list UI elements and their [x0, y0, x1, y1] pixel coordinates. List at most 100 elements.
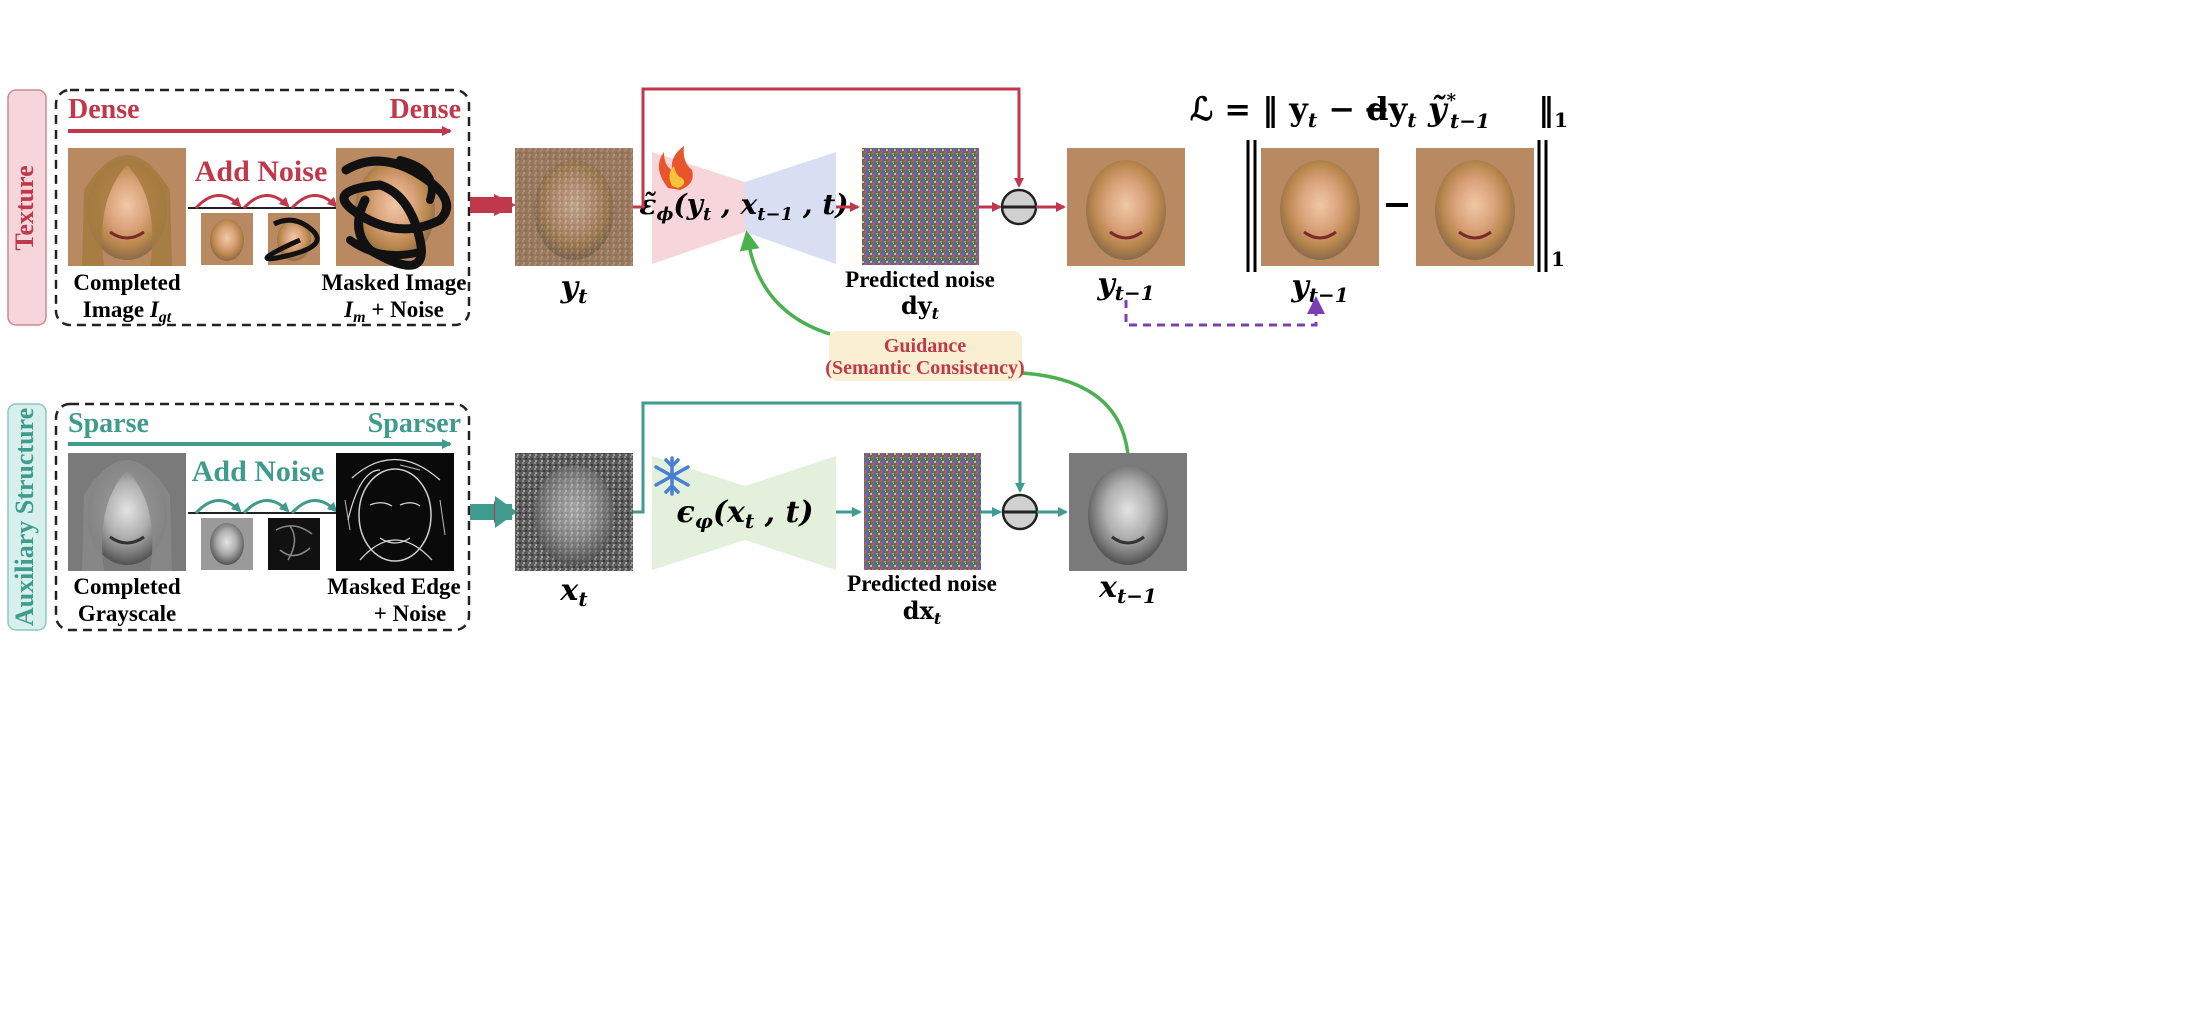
loss-minus-d-sub: t: [1407, 108, 1417, 132]
texture-masked-symbol: I: [343, 297, 354, 322]
structure-noise-arc-3: [290, 499, 338, 515]
texture-noise-arc-1: [194, 194, 242, 210]
structure-completed-label-2: Grayscale: [78, 601, 176, 626]
structure-network-sub: φ: [695, 509, 713, 533]
texture-row: Texture Dense Dense Completed Image Igt …: [7, 87, 1185, 327]
texture-noise-arc-3: [290, 194, 338, 210]
texture-masked-sub: m: [353, 309, 365, 326]
structure-predicted-noise-image: [864, 453, 981, 570]
texture-network-args-sub2: t−1: [757, 204, 793, 225]
guidance-line-2: (Semantic Consistency): [825, 357, 1024, 379]
texture-output-image: [1067, 148, 1185, 266]
loss-tilde: ỹ: [1427, 90, 1449, 128]
texture-predicted-noise-image: [862, 148, 979, 265]
structure-row: Auxiliary Structure Sparse Sparser Compl…: [7, 401, 1187, 632]
texture-pred-symbol: dy: [901, 291, 933, 320]
loss-lhs-sub: t: [1308, 108, 1318, 132]
texture-network-sub: ϕ: [656, 204, 673, 225]
structure-pred-symbol: dx: [903, 596, 935, 625]
structure-network-label: ϵφ(xt , t): [676, 495, 813, 533]
texture-small-image-1: [201, 213, 253, 265]
structure-masked-label-2: + Noise: [374, 601, 447, 626]
loss-equation: ℒ = ‖ yt − dyt: [1190, 90, 1417, 132]
structure-masked-label-1: Masked Edge: [327, 574, 461, 599]
structure-small-image-2: [268, 518, 320, 570]
texture-completed-text: Image: [83, 297, 150, 322]
structure-xt-label: xt: [559, 573, 588, 611]
texture-pred-label: Predicted noise: [845, 267, 995, 292]
structure-completed-image: [68, 453, 186, 571]
guidance-arrow: [748, 240, 1130, 456]
loss-panel-sub: t−1: [1309, 283, 1349, 307]
structure-small-image-1: [201, 518, 253, 570]
texture-yt-image: [515, 148, 633, 266]
texture-completed-sub: gt: [158, 309, 172, 326]
snowflake-icon: [654, 456, 690, 496]
structure-input-arrowhead: [495, 496, 517, 528]
texture-completed-symbol: I: [149, 297, 160, 322]
loss-panel-label: yt−1: [1290, 269, 1348, 307]
texture-output-label: yt−1: [1096, 267, 1154, 305]
loss-tilde-sup: *: [1447, 90, 1457, 111]
loss-tilde-term: ỹ* t−1: [1427, 90, 1490, 133]
loss-formula: ℒ = ‖ yt − dyt − ỹ* t−1 ‖1 1 yt−1: [1124, 90, 1568, 327]
texture-network-mid: , x: [711, 188, 757, 221]
texture-yt-symbol: y: [560, 270, 581, 305]
texture-masked-label-2: Im + Noise: [343, 297, 444, 326]
loss-tilde-sub: t−1: [1450, 109, 1490, 133]
texture-density-end: Dense: [389, 94, 461, 125]
texture-masked-label-1: Masked Image: [321, 270, 466, 295]
texture-network-args: (y: [673, 188, 704, 221]
guidance-box: [829, 331, 1022, 381]
texture-row-label: Texture: [10, 165, 39, 250]
structure-subtract-icon: [1001, 493, 1039, 531]
loss-close-sub: 1: [1554, 108, 1568, 132]
structure-xt-symbol: x: [559, 573, 579, 608]
structure-output-image: [1069, 453, 1187, 571]
texture-completed-image: [68, 148, 186, 266]
structure-skip-connection: [633, 401, 1025, 514]
texture-pred-symbol-text: dyt: [901, 291, 940, 323]
structure-network-args-sub: t: [745, 509, 755, 533]
texture-subtract-icon: [1000, 188, 1038, 226]
texture-row-label-box: [7, 89, 47, 326]
structure-completed-label-1: Completed: [73, 574, 181, 599]
structure-pred-symbol-text: dxt: [903, 596, 942, 628]
structure-noise-arc-2: [242, 499, 290, 515]
loss-lhs: ℒ = ‖ y: [1190, 90, 1309, 128]
guidance-line-1: Guidance: [884, 335, 966, 357]
texture-yt-sub: t: [578, 284, 588, 308]
texture-network-args-sub1: t: [703, 204, 712, 225]
structure-input-group: [54, 402, 471, 632]
texture-small-image-2: [264, 213, 320, 265]
structure-density-end: Sparser: [368, 408, 461, 439]
loss-panel-symbol: y: [1290, 269, 1311, 304]
structure-output-symbol: x: [1098, 570, 1118, 605]
structure-pred-label: Predicted noise: [847, 571, 997, 596]
texture-output-symbol: y: [1096, 267, 1117, 302]
structure-network-symbol: ϵ: [676, 495, 694, 530]
loss-norm-left: [1246, 140, 1257, 272]
texture-network-label: ε̃ϕ(yt , xt−1 , t): [639, 188, 848, 225]
structure-noise-arc-1: [194, 499, 242, 515]
texture-network-decoder: [745, 152, 836, 264]
structure-xt-image: [515, 453, 633, 571]
texture-completed-label-2: Image Igt: [83, 297, 172, 326]
structure-row-label: Auxiliary Structure: [10, 408, 39, 626]
texture-density-start: Dense: [68, 94, 140, 125]
texture-pred-sub: t: [932, 304, 940, 323]
structure-output-label: xt−1: [1098, 570, 1157, 608]
loss-norm-sub: 1: [1551, 247, 1565, 271]
guidance: Guidance (Semantic Consistency): [748, 240, 1130, 456]
structure-output-sub: t−1: [1117, 584, 1157, 608]
loss-minus-d: − dy: [1317, 90, 1408, 128]
loss-close: ‖1: [1538, 90, 1568, 132]
texture-output-sub: t−1: [1115, 281, 1155, 305]
texture-completed-label-1: Completed: [73, 270, 181, 295]
flame-icon: [658, 146, 693, 190]
texture-noise-arc-2: [242, 194, 290, 210]
structure-xt-sub: t: [578, 587, 588, 611]
structure-pred-sub: t: [934, 609, 942, 628]
structure-masked-edge-image: [336, 453, 454, 571]
